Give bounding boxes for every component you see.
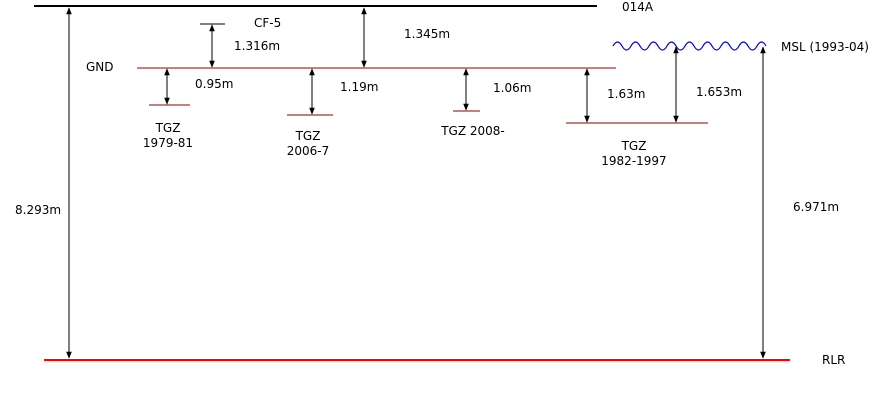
gnd-label: GND [86,60,114,74]
measure-msl-to-rlr: 6.971m [793,200,839,214]
tgz-2008-label: TGZ 2008- [440,124,505,138]
tgz-2006-label-line2: 2006-7 [287,144,330,158]
msl-wave [612,41,767,51]
measure-gnd-to-tgz-2008: 1.06m [493,81,531,95]
measure-benchmark-to-gnd: 1.345m [404,27,450,41]
benchmark-label: 014A [622,0,654,14]
tgz-1982-label-line1: TGZ [621,139,647,153]
measure-benchmark-to-rlr: 8.293m [15,203,61,217]
measure-gnd-to-tgz-2006: 1.19m [340,80,378,94]
tgz-1982-label-line2: 1982-1997 [601,154,666,168]
measure-gnd-to-tgz-1979: 0.95m [195,77,233,91]
tgz-1979-label-line1: TGZ [155,121,181,135]
cf5-label: CF-5 [254,16,281,30]
measure-msl-to-tgz-1982: 1.653m [696,85,742,99]
tgz-1979-label-line2: 1979-81 [143,136,193,150]
measure-gnd-to-tgz-1982: 1.63m [607,87,645,101]
msl-label: MSL (1993-04) [781,40,869,54]
tgz-2006-label-line1: TGZ [295,129,321,143]
rlr-label: RLR [822,353,845,367]
measure-cf5-to-gnd: 1.316m [234,39,280,53]
